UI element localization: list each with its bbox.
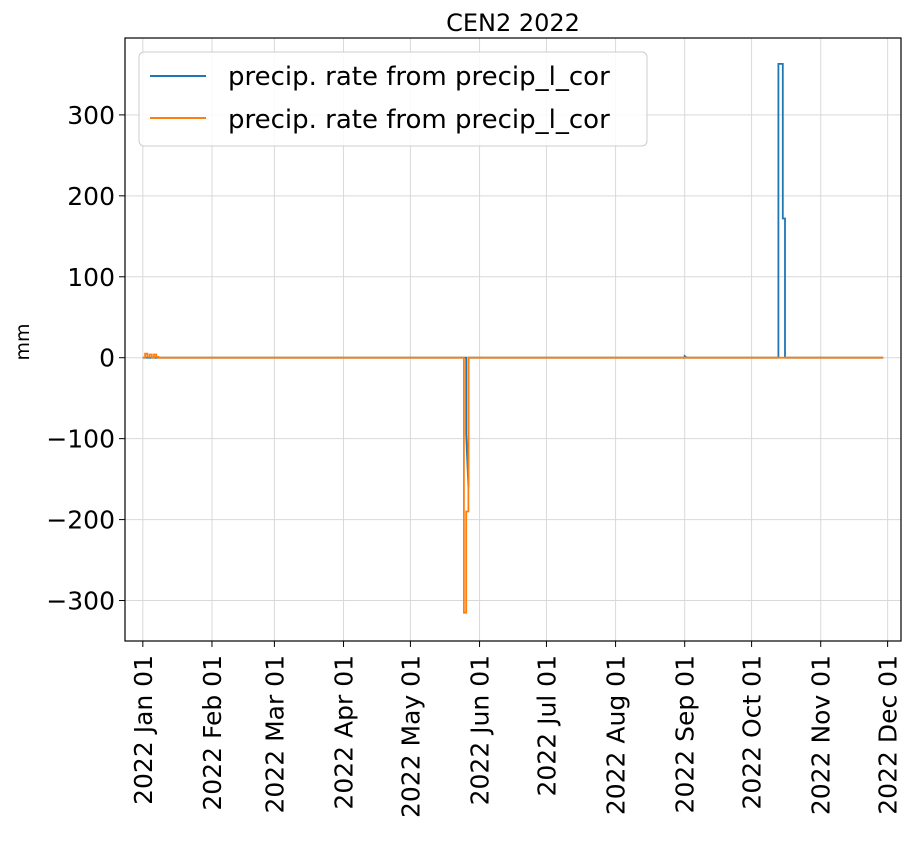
legend-label-series-2: precip. rate from precip_l_cor — [228, 105, 610, 135]
y-tick-label: −100 — [46, 425, 115, 454]
y-tick-label: 300 — [67, 101, 115, 130]
legend: precip. rate from precip_l_cor precip. r… — [138, 51, 648, 147]
y-tick-label: 0 — [99, 344, 115, 373]
y-axis-label: mm — [12, 323, 34, 360]
x-tick-label: 2022 Mar 01 — [260, 655, 289, 814]
x-tick-label: 2022 Dec 01 — [874, 655, 903, 815]
y-tick-label: 200 — [67, 182, 115, 211]
y-tick-label: 100 — [67, 263, 115, 292]
x-tick-label: 2022 Nov 01 — [807, 655, 836, 815]
y-tick-label: −300 — [46, 587, 115, 616]
x-tick-label: 2022 Aug 01 — [602, 655, 631, 815]
y-tick-label: −200 — [46, 506, 115, 535]
x-tick-label: 2022 Feb 01 — [198, 655, 227, 811]
x-tick-label: 2022 Oct 01 — [738, 655, 767, 810]
x-axis: 2022 Jan 01 2022 Feb 01 2022 Mar 01 2022 Ap… — [129, 641, 903, 818]
x-tick-label: 2022 Jun 01 — [466, 655, 495, 805]
y-axis: −300 −200 −100 0 100 200 300 — [46, 101, 125, 616]
x-tick-label: 2022 Apr 01 — [330, 655, 359, 810]
axes-frame — [124, 37, 902, 642]
x-tick-label: 2022 Jan 01 — [129, 655, 158, 805]
legend-label-series-1: precip. rate from precip_l_cor — [228, 62, 610, 92]
x-tick-label: 2022 Jul 01 — [532, 655, 561, 797]
series-line-2 — [142, 352, 884, 614]
chart-title: CEN2 2022 — [446, 9, 580, 37]
x-tick-label: 2022 Sep 01 — [671, 655, 700, 813]
series-lines — [142, 63, 884, 614]
legend-frame — [138, 51, 648, 147]
x-tick-label: 2022 May 01 — [396, 655, 425, 818]
